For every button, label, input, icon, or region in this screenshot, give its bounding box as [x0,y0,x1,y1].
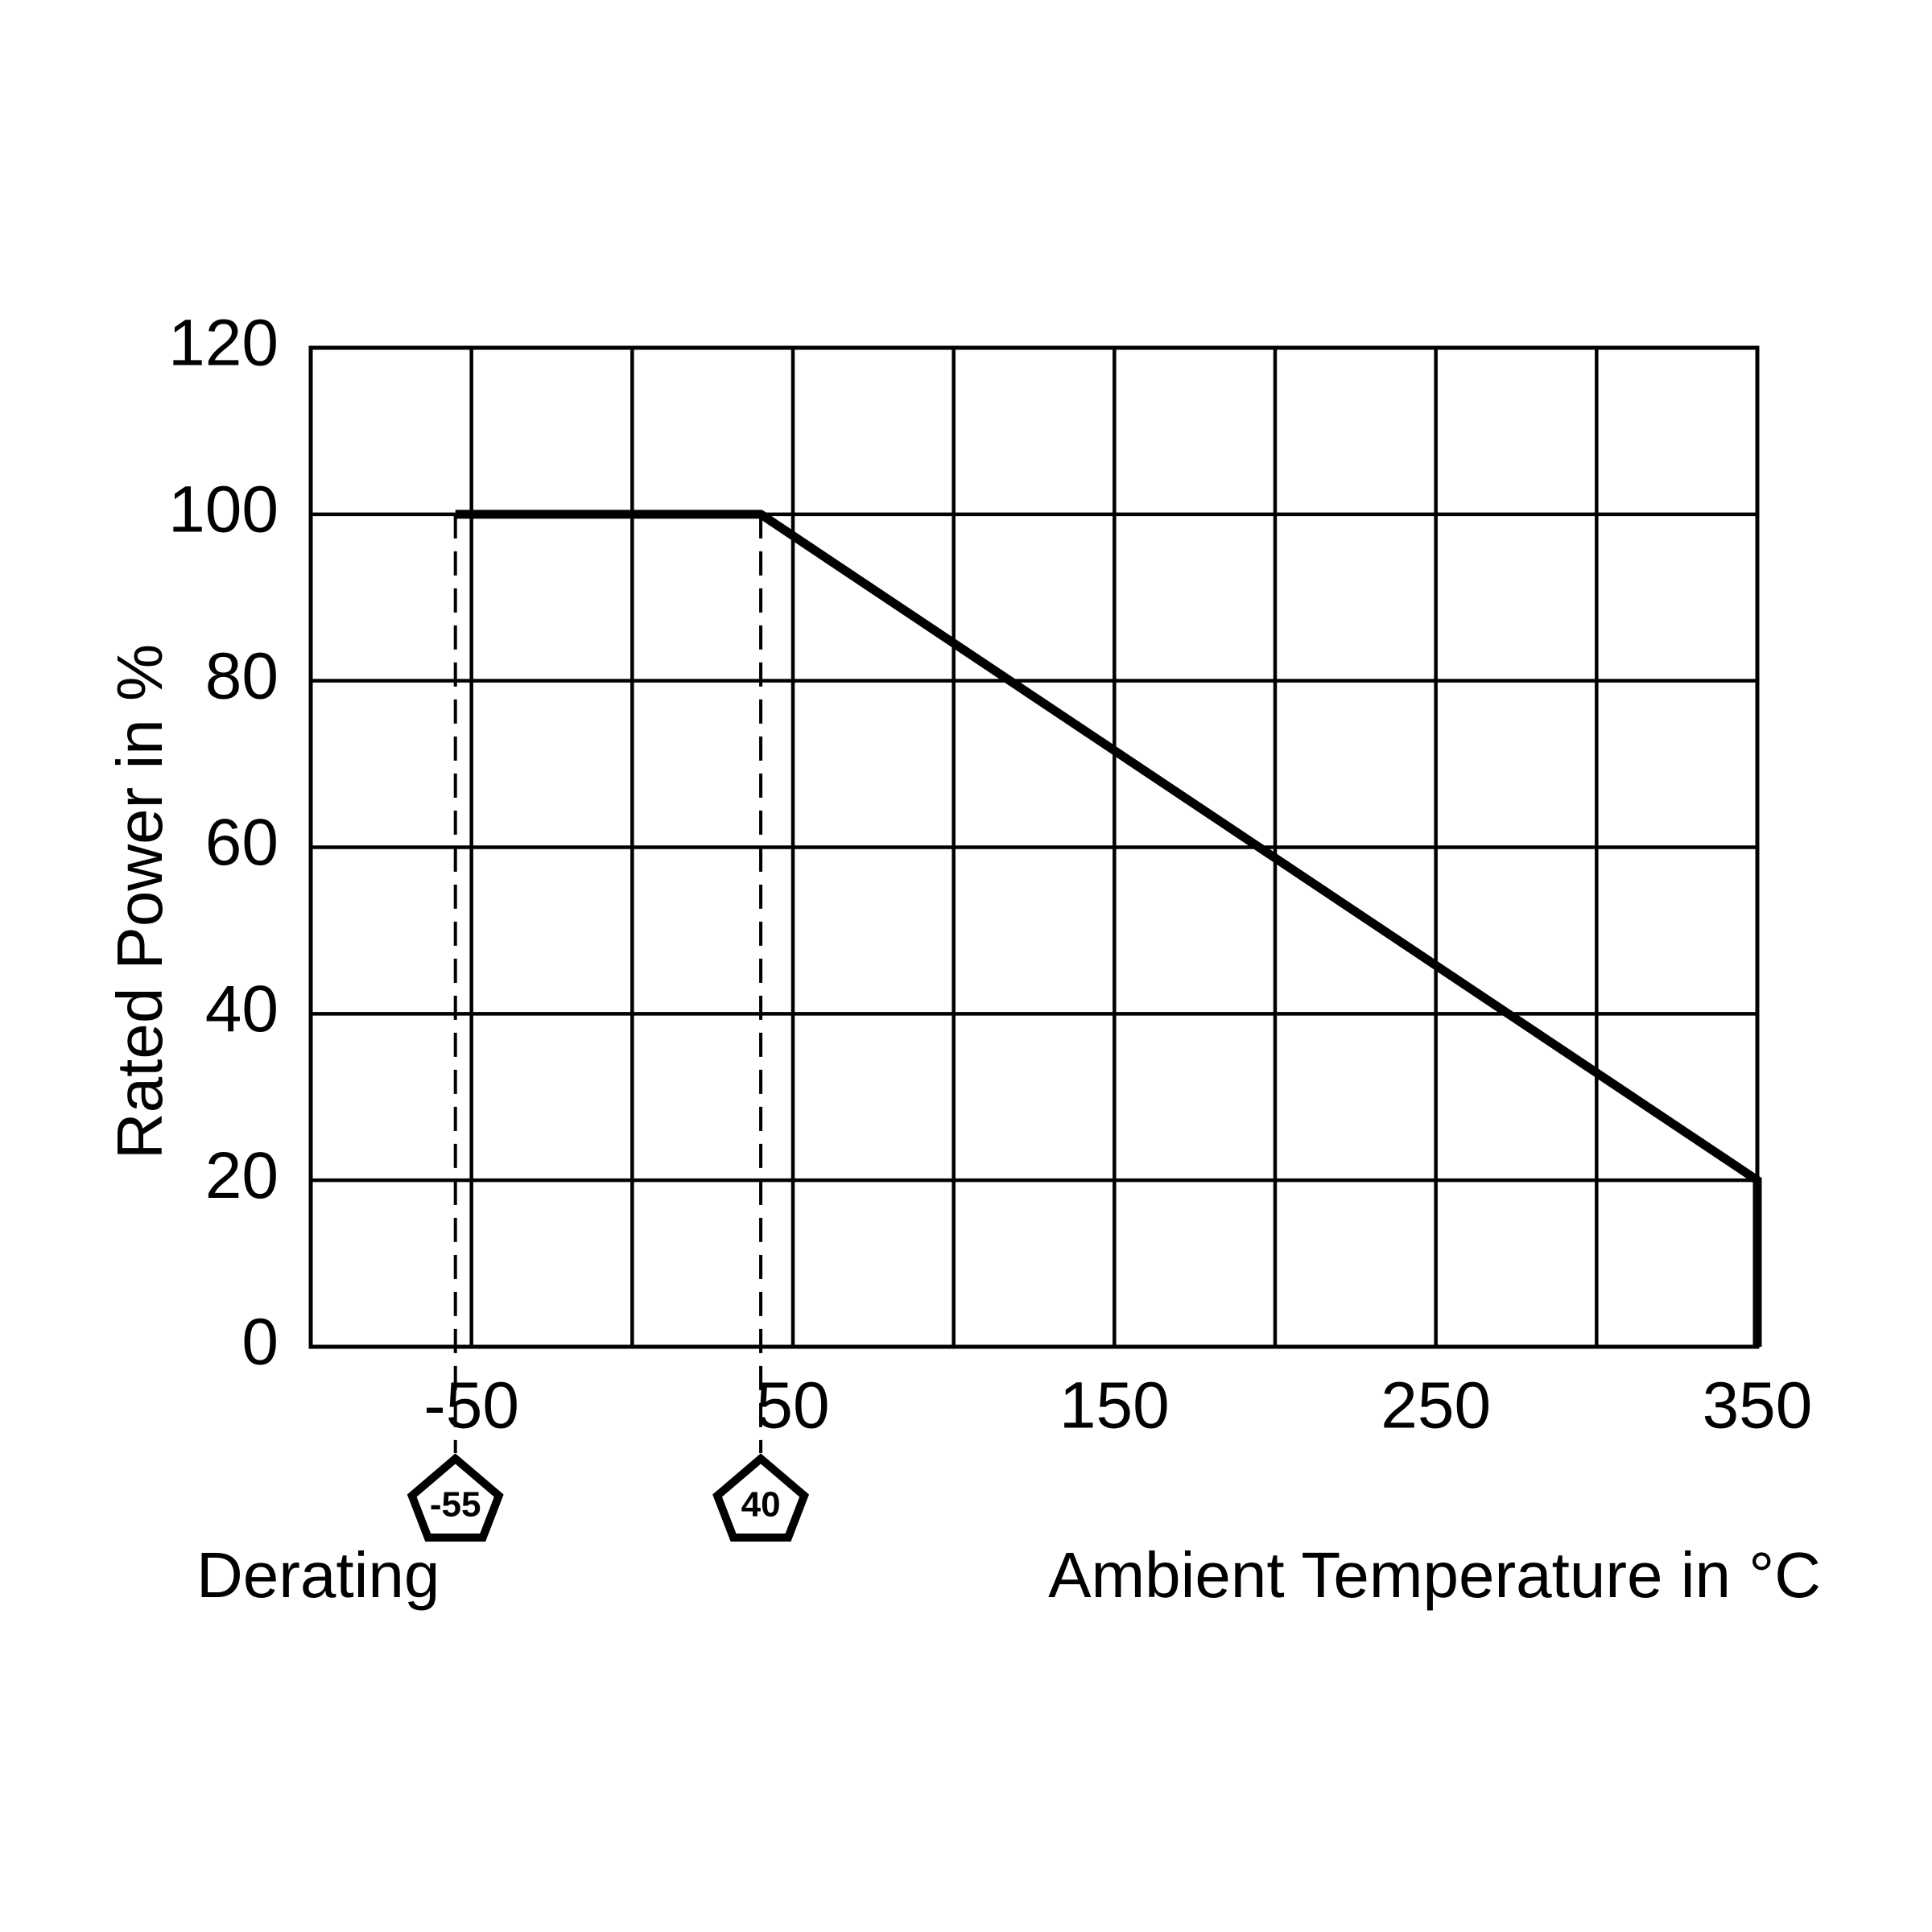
y-tick-label: 80 [205,639,279,712]
annotation-badge: -55 [407,1453,504,1542]
x-tick-label: 150 [1059,1369,1170,1443]
badge-shape [407,1453,504,1542]
y-tick-label: 0 [242,1306,279,1379]
badge-shape [712,1453,810,1542]
y-tick-label: 40 [205,972,279,1046]
y-tick-label: 60 [205,806,279,879]
x-axis-label: Ambient Temperature in °C [1048,1539,1821,1611]
y-tick-label: 20 [205,1139,279,1212]
derating-label: Derating [196,1539,440,1611]
plot-frame [308,345,1760,1349]
badge-label: -55 [430,1485,481,1525]
y-tick-label: 100 [168,473,279,546]
badge-label: 40 [741,1485,781,1525]
derating-line [455,510,1762,1347]
annotation-badge: 40 [712,1453,810,1542]
y-tick-label: 120 [168,307,279,380]
x-tick-label: 250 [1381,1369,1491,1443]
y-axis-label: Rated Power in % [104,644,175,1159]
x-tick-label: -50 [423,1369,519,1443]
x-tick-label: 50 [756,1369,829,1443]
x-tick-label: 350 [1703,1369,1813,1443]
